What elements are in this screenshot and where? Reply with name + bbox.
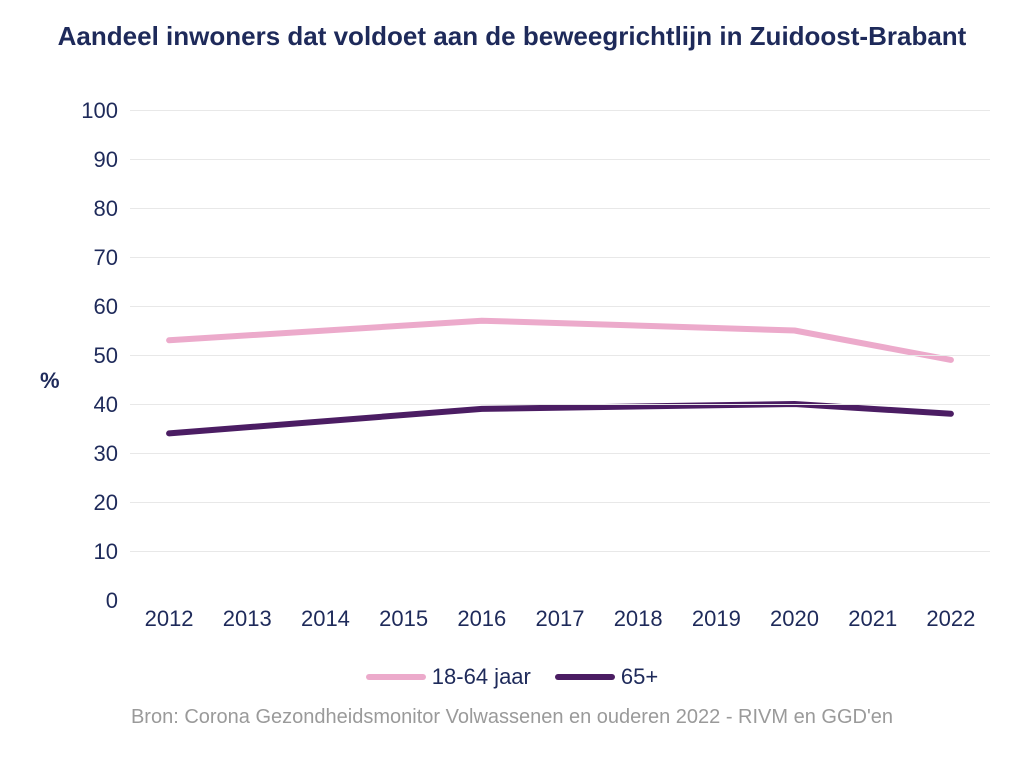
- legend-swatch: [366, 674, 426, 680]
- x-tick-label: 2017: [536, 606, 585, 632]
- source-text: Bron: Corona Gezondheidsmonitor Volwasse…: [0, 706, 1024, 729]
- x-tick-label: 2014: [301, 606, 350, 632]
- y-tick-label: 60: [68, 294, 118, 320]
- plot-area: [130, 110, 990, 600]
- y-tick-label: 50: [68, 343, 118, 369]
- y-tick-label: 80: [68, 196, 118, 222]
- chart-container: Aandeel inwoners dat voldoet aan de bewe…: [0, 0, 1024, 759]
- x-tick-label: 2015: [379, 606, 428, 632]
- gridline: [130, 551, 990, 552]
- x-tick-label: 2019: [692, 606, 741, 632]
- gridline: [130, 355, 990, 356]
- y-axis-label: %: [40, 368, 60, 394]
- legend-item: 65+: [555, 664, 658, 690]
- gridline: [130, 208, 990, 209]
- legend-item: 18-64 jaar: [366, 664, 531, 690]
- gridline: [130, 110, 990, 111]
- y-tick-label: 70: [68, 245, 118, 271]
- x-tick-label: 2013: [223, 606, 272, 632]
- x-tick-label: 2022: [926, 606, 975, 632]
- x-tick-label: 2016: [457, 606, 506, 632]
- gridline: [130, 453, 990, 454]
- legend-label: 18-64 jaar: [432, 664, 531, 690]
- legend-label: 65+: [621, 664, 658, 690]
- gridline: [130, 159, 990, 160]
- y-tick-label: 0: [68, 588, 118, 614]
- y-tick-label: 10: [68, 539, 118, 565]
- gridline: [130, 404, 990, 405]
- x-tick-label: 2018: [614, 606, 663, 632]
- gridline: [130, 257, 990, 258]
- y-tick-label: 100: [68, 98, 118, 124]
- chart-title: Aandeel inwoners dat voldoet aan de bewe…: [0, 20, 1024, 54]
- line-series: [169, 404, 951, 433]
- x-tick-label: 2012: [145, 606, 194, 632]
- x-tick-label: 2021: [848, 606, 897, 632]
- legend-swatch: [555, 674, 615, 680]
- x-tick-label: 2020: [770, 606, 819, 632]
- y-tick-label: 90: [68, 147, 118, 173]
- gridline: [130, 502, 990, 503]
- gridline: [130, 306, 990, 307]
- legend: 18-64 jaar 65+: [0, 660, 1024, 690]
- y-tick-label: 40: [68, 392, 118, 418]
- y-tick-label: 30: [68, 441, 118, 467]
- y-tick-label: 20: [68, 490, 118, 516]
